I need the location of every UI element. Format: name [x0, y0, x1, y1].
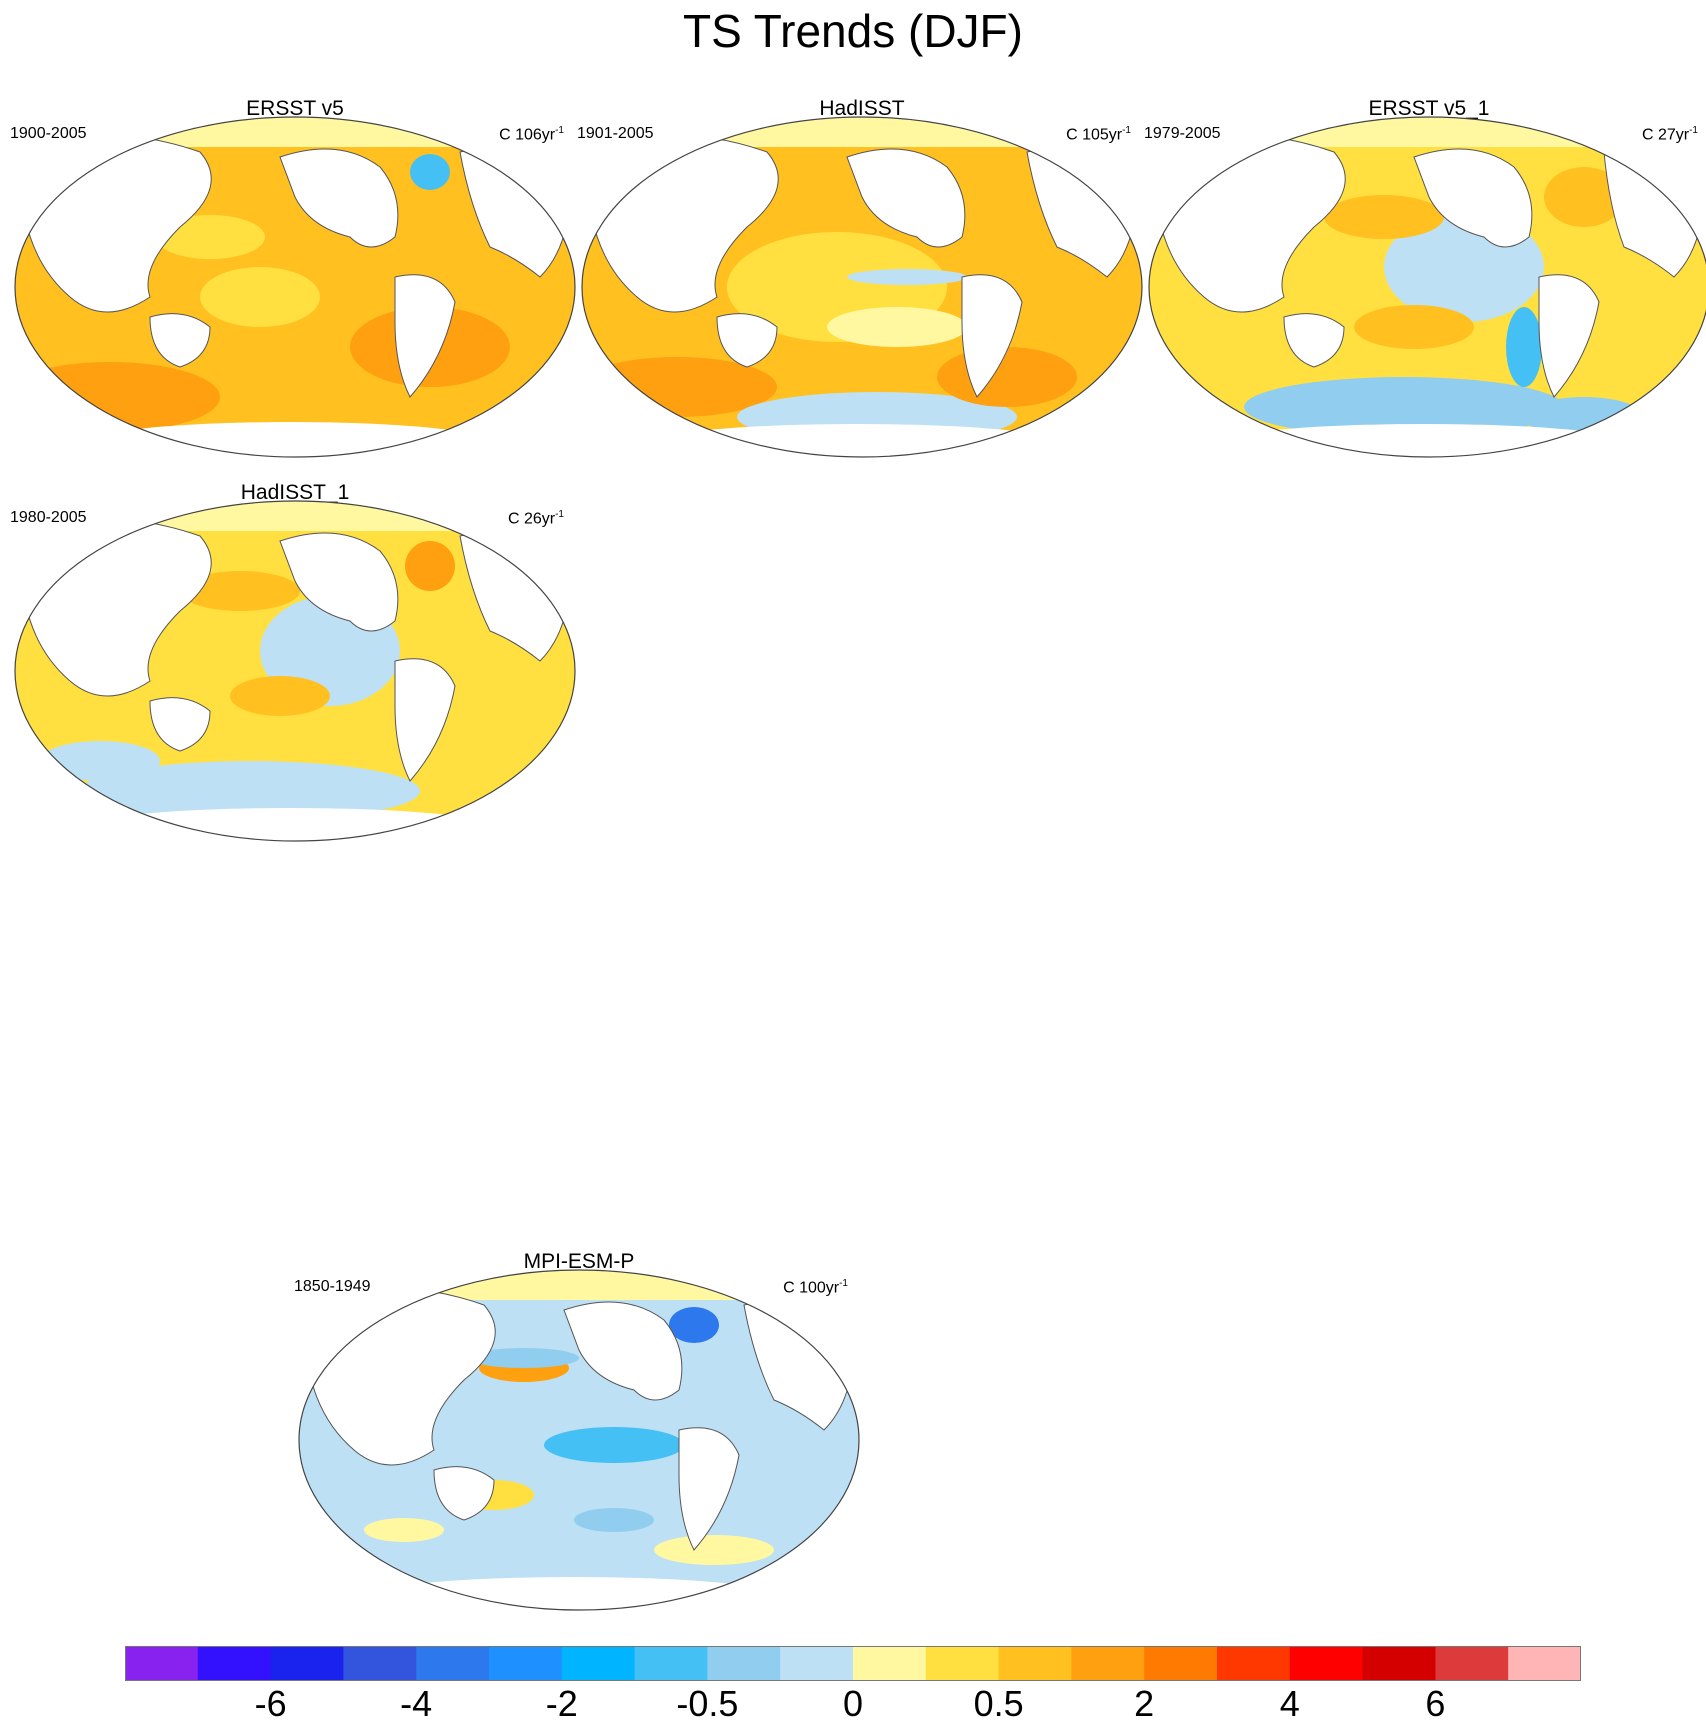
world-map	[14, 116, 576, 458]
colorbar-swatch	[707, 1646, 781, 1681]
colorbar-swatch	[1217, 1646, 1291, 1681]
panel-period: 1979-2005	[1144, 125, 1221, 142]
colorbar-swatch	[998, 1646, 1072, 1681]
colorbar-label: 4	[1279, 1683, 1300, 1724]
colorbar-swatches	[125, 1646, 1581, 1681]
colorbar-label: 0.5	[973, 1683, 1024, 1724]
figure-title: TS Trends (DJF)	[683, 5, 1023, 57]
map-panel-hadisst-1: HadISST_1 1980-2005 C 26yr-1	[10, 481, 580, 861]
colorbar-label: 6	[1425, 1683, 1446, 1724]
panel-title: HadISST	[819, 97, 905, 120]
colorbar-label: -4	[400, 1683, 433, 1724]
colorbar-label: 0	[842, 1683, 864, 1724]
colorbar-swatch	[416, 1646, 490, 1681]
colorbar-swatch	[780, 1646, 854, 1681]
panel-units: C 105yr-1	[1066, 125, 1131, 144]
world-map	[1148, 116, 1706, 458]
colorbar	[125, 1646, 1581, 1681]
panel-period: 1901-2005	[577, 125, 654, 142]
colorbar-swatch	[1508, 1646, 1581, 1681]
colorbar-label: -2	[545, 1683, 578, 1724]
world-map	[581, 116, 1143, 458]
colorbar-swatch	[1071, 1646, 1145, 1681]
panel-units: C 26yr-1	[507, 509, 564, 528]
colorbar-swatch	[925, 1646, 1000, 1681]
panel-title: HadISST_1	[240, 481, 350, 504]
panel-title: ERSST v5	[246, 97, 344, 120]
colorbar-swatch	[125, 1646, 199, 1681]
colorbar-swatch	[197, 1646, 272, 1681]
map-panel-ersst-v5-1: ERSST v5_1 1979-2005 C 27yr-1	[1144, 97, 1706, 477]
panel-units: C 27yr-1	[1641, 125, 1698, 144]
colorbar-swatch	[1362, 1646, 1436, 1681]
panel-title: MPI-ESM-P	[523, 1250, 635, 1273]
world-map	[298, 1269, 860, 1611]
map-panel-ersst-v5: ERSST v5 1900-2005 C 106yr-1	[10, 97, 580, 477]
colorbar-swatch	[561, 1646, 636, 1681]
colorbar-swatch	[1435, 1646, 1509, 1681]
colorbar-label: -0.5	[676, 1683, 739, 1724]
panel-period: 1900-2005	[10, 125, 87, 142]
panel-period: 1850-1949	[294, 1278, 371, 1295]
panel-units: C 100yr-1	[783, 1278, 848, 1297]
colorbar-swatch	[343, 1646, 417, 1681]
map-panel-mpi-esm-p: MPI-ESM-P 1850-1949 C 100yr-1	[294, 1250, 864, 1630]
colorbar-swatch	[489, 1646, 563, 1681]
colorbar-swatch	[853, 1646, 927, 1681]
colorbar-swatch	[1144, 1646, 1218, 1681]
colorbar-swatch	[1289, 1646, 1364, 1681]
colorbar-labels: -6 -4 -2 -0.5 0 0.5 2 4 6	[125, 1684, 1581, 1724]
panel-units: C 106yr-1	[499, 125, 564, 144]
colorbar-swatch	[634, 1646, 708, 1681]
map-panel-hadisst: HadISST 1901-2005 C 105yr-1	[577, 97, 1147, 477]
colorbar-label: -6	[254, 1683, 287, 1724]
panel-period: 1980-2005	[10, 509, 87, 526]
panel-title: ERSST v5_1	[1368, 97, 1490, 120]
colorbar-label: 2	[1134, 1683, 1155, 1724]
world-map	[14, 500, 576, 842]
colorbar-border	[125, 1646, 1581, 1681]
colorbar-swatch	[270, 1646, 344, 1681]
